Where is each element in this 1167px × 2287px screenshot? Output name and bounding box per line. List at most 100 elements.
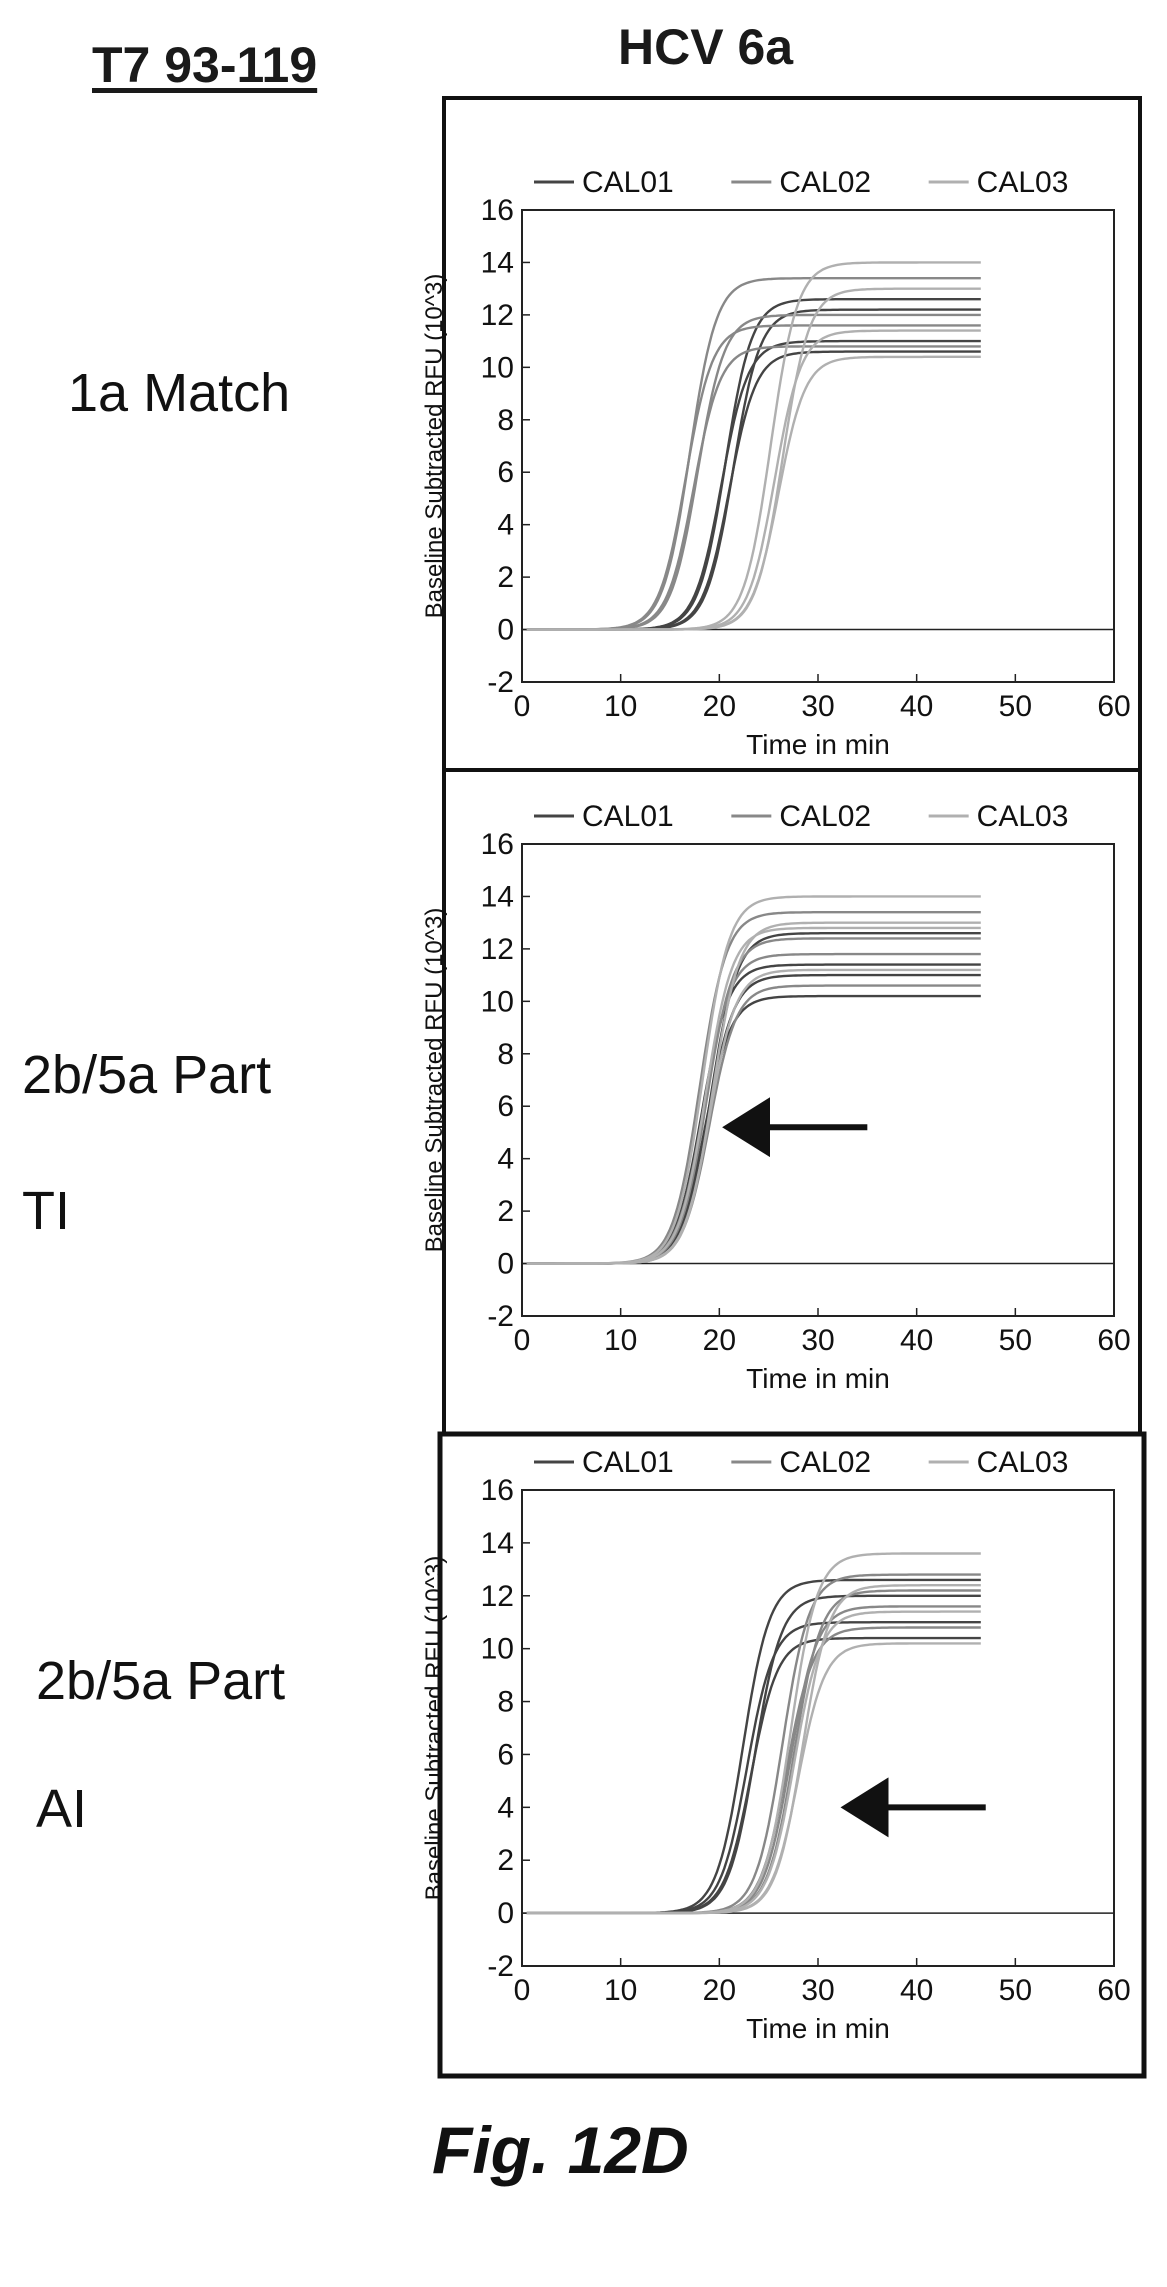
- x-tick-label: 60: [1097, 690, 1130, 723]
- panel-frame-2: [442, 768, 1142, 1436]
- x-tick-label: 20: [703, 1974, 736, 2007]
- x-tick-label: 10: [604, 690, 637, 723]
- panel-frame-3: [437, 1431, 1147, 2079]
- y-tick-label: 6: [497, 456, 514, 489]
- series-curve-cal03: [526, 355, 981, 631]
- y-tick-label: 16: [481, 1474, 514, 1507]
- legend-entry-cal01: CAL01: [582, 800, 674, 833]
- y-tick-label: 10: [481, 1633, 514, 1666]
- y-tick-label: -2: [487, 666, 514, 699]
- series-curve-cal02: [526, 952, 981, 1265]
- row-label-part-ti-line2: TI: [22, 1181, 70, 1241]
- x-tick-label: 20: [703, 1324, 736, 1357]
- y-tick-label: 2: [497, 1195, 514, 1228]
- y-tick-label: 4: [497, 1791, 514, 1824]
- y-tick-label: 12: [481, 933, 514, 966]
- plot-area: [521, 843, 1115, 1317]
- y-tick-label: 8: [497, 1686, 514, 1719]
- y-tick-label: 0: [497, 1248, 514, 1281]
- series-curve-cal03: [526, 968, 981, 1265]
- legend-entry-cal02: CAL02: [779, 1446, 871, 1479]
- legend-entry-cal02: CAL02: [779, 166, 871, 199]
- x-tick-label: 20: [703, 690, 736, 723]
- series-curve-cal02: [526, 324, 981, 631]
- y-tick-label: 4: [497, 509, 514, 542]
- y-tick-label: 0: [497, 614, 514, 647]
- x-tick-label: 50: [999, 1324, 1032, 1357]
- y-tick-label: -2: [487, 1300, 514, 1333]
- plot-area: [521, 1489, 1115, 1967]
- y-tick-label: 4: [497, 1143, 514, 1176]
- y-tick-label: -2: [487, 1950, 514, 1983]
- y-axis-label: Baseline Subtracted RFU (10^3): [421, 1556, 448, 1901]
- x-tick-label: 40: [900, 1324, 933, 1357]
- x-tick-label: 40: [900, 690, 933, 723]
- row-label-part-ti-line1: 2b/5a Part: [22, 1045, 272, 1105]
- y-tick-label: 2: [497, 1844, 514, 1877]
- series-curve-cal03: [526, 895, 981, 1265]
- x-tick-label: 60: [1097, 1974, 1130, 2007]
- x-tick-label: 30: [801, 690, 834, 723]
- y-tick-label: 14: [481, 880, 514, 913]
- x-tick-label: 40: [900, 1974, 933, 2007]
- series-curve-cal03: [526, 1584, 981, 1915]
- x-tick-label: 50: [999, 1974, 1032, 2007]
- series-curve-cal01: [526, 963, 981, 1265]
- series-curve-cal02: [526, 937, 981, 1265]
- y-axis-label: Baseline Subtracted RFU (10^3): [421, 274, 448, 619]
- y-tick-label: 16: [481, 828, 514, 861]
- y-tick-label: 2: [497, 561, 514, 594]
- series-curve-cal03: [526, 926, 981, 1265]
- x-tick-label: 0: [514, 1974, 531, 2007]
- legend-entry-cal03: CAL03: [977, 1446, 1069, 1479]
- x-tick-label: 30: [801, 1324, 834, 1357]
- x-tick-label: 60: [1097, 1324, 1130, 1357]
- row-label-part-ai-line1: 2b/5a Part: [36, 1651, 286, 1711]
- y-tick-label: 6: [497, 1090, 514, 1123]
- y-tick-label: 6: [497, 1738, 514, 1771]
- legend-entry-cal01: CAL01: [582, 1446, 674, 1479]
- plot-area: [521, 209, 1115, 683]
- figure-caption: Fig. 12D: [432, 2113, 689, 2187]
- y-axis-label: Baseline Subtracted RFU (10^3): [421, 908, 448, 1253]
- x-axis-label: Time in min: [746, 1363, 890, 1394]
- series-curve-cal02: [526, 1573, 981, 1915]
- x-tick-label: 50: [999, 690, 1032, 723]
- y-tick-label: 0: [497, 1897, 514, 1930]
- series-curve-cal03: [526, 287, 981, 631]
- y-tick-label: 8: [497, 404, 514, 437]
- series-curve-cal01: [526, 1578, 981, 1915]
- y-tick-label: 14: [481, 246, 514, 279]
- series-curve-cal03: [526, 329, 981, 631]
- legend-entry-cal03: CAL03: [977, 166, 1069, 199]
- series-curve-cal03: [526, 921, 981, 1265]
- x-axis-label: Time in min: [746, 2013, 890, 2044]
- series-curve-cal01: [526, 350, 981, 631]
- y-tick-label: 10: [481, 985, 514, 1018]
- row-label-1a-match: 1a Match: [68, 363, 291, 423]
- x-axis-label: Time in min: [746, 729, 890, 760]
- series-curve-cal02: [526, 1626, 981, 1915]
- figure-left-title: T7 93-119: [92, 37, 318, 93]
- y-tick-label: 12: [481, 299, 514, 332]
- x-tick-label: 10: [604, 1324, 637, 1357]
- y-tick-label: 16: [481, 194, 514, 227]
- y-tick-label: 14: [481, 1527, 514, 1560]
- series-curve-cal01: [526, 973, 981, 1265]
- x-tick-label: 30: [801, 1974, 834, 2007]
- x-tick-label: 0: [514, 690, 531, 723]
- y-tick-label: 12: [481, 1580, 514, 1613]
- y-tick-label: 8: [497, 1038, 514, 1071]
- legend-entry-cal01: CAL01: [582, 166, 674, 199]
- x-tick-label: 0: [514, 1324, 531, 1357]
- x-tick-label: 10: [604, 1974, 637, 2007]
- row-label-part-ai-line2: AI: [36, 1779, 88, 1839]
- series-curve-cal01: [526, 339, 981, 631]
- figure-top-title: HCV 6a: [618, 19, 794, 75]
- y-tick-label: 10: [481, 351, 514, 384]
- legend-entry-cal02: CAL02: [779, 800, 871, 833]
